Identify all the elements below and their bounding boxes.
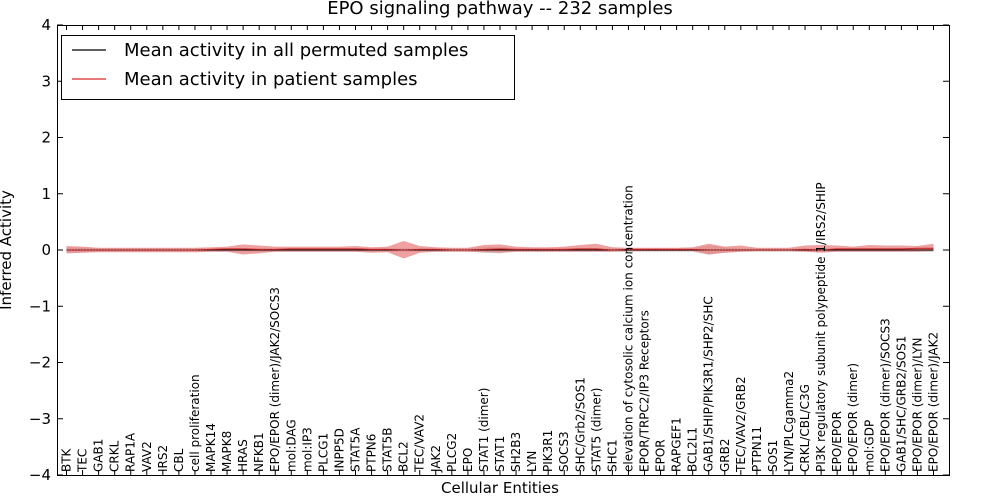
- x-tick-label: PLCG1: [316, 433, 330, 472]
- x-tick-label: EPO/EPOR (dimer)/JAK2: [927, 332, 941, 472]
- x-tick-label: TEC: [76, 449, 90, 473]
- x-tick-label: SOCS3: [557, 431, 571, 472]
- y-tick-label: −3: [29, 410, 51, 428]
- x-tick-label: EPO/EPOR: [830, 411, 844, 472]
- x-tick-label: LYN/PLCgamma2: [782, 371, 796, 472]
- x-tick-label: BTK: [60, 447, 74, 472]
- x-tick-label: RAP1A: [124, 432, 138, 472]
- x-tick-label: RAPGEF1: [670, 417, 684, 472]
- x-tick-label: CBL: [172, 448, 186, 472]
- legend-box: [61, 35, 515, 100]
- x-tick-label: mol:GDP: [862, 420, 876, 472]
- x-tick-label: JAK2: [429, 445, 443, 473]
- x-tick-label: PI3K regulatory subunit polypeptide 1/IR…: [814, 182, 828, 472]
- x-tick-label: LYN: [525, 451, 539, 472]
- x-tick-label: STAT5 (dimer): [589, 388, 603, 472]
- x-tick-label: STAT5B: [381, 428, 395, 473]
- y-axis: 4 3 2 1 0 −1 −2 −3 −4: [29, 16, 949, 484]
- y-axis-label: Inferred Activity: [0, 190, 15, 310]
- x-tick-label: TEC/VAV2: [413, 414, 427, 473]
- x-axis: BTK TEC GAB1 CRKL RAP1A VAV2 IRS2 CBL cell proli…: [60, 25, 941, 475]
- x-tick-label: STAT1 (dimer): [477, 388, 491, 472]
- legend-label-patient: Mean activity in patient samples: [124, 69, 418, 90]
- x-tick-label: EPO/EPOR (dimer)/SOCS3: [878, 318, 892, 472]
- x-tick-label: EPOR/TRPC2/IP3 Receptors: [638, 310, 652, 472]
- x-tick-label: PIK3R1: [541, 430, 555, 472]
- y-tick-label: 0: [41, 241, 51, 259]
- x-tick-label: SHC/Grb2/SOS1: [573, 377, 587, 472]
- x-tick-label: INPP5D: [332, 428, 346, 472]
- x-tick-label: GAB1/SHIP/PIK3R1/SHP2/SHC: [702, 296, 716, 472]
- x-tick-label: mol:IP3: [300, 427, 314, 472]
- line-patient: [66, 247, 934, 251]
- y-tick-label: 1: [41, 185, 51, 203]
- y-tick-label: −1: [29, 297, 51, 315]
- y-tick-label: −4: [29, 466, 51, 484]
- legend-label-permuted: Mean activity in all permuted samples: [124, 40, 468, 61]
- x-tick-label: EPO/EPOR (dimer): [846, 363, 860, 472]
- series-lines: [66, 247, 934, 251]
- x-tick-label: SOS1: [766, 440, 780, 472]
- x-tick-label: HRAS: [236, 439, 250, 472]
- y-tick-label: 3: [41, 72, 51, 90]
- x-tick-label: mol:DAG: [284, 419, 298, 472]
- x-tick-label: GAB1: [92, 439, 106, 472]
- x-tick-label: VAV2: [140, 441, 154, 472]
- chart-title: EPO signaling pathway -- 232 samples: [327, 0, 673, 19]
- x-tick-label: elevation of cytosolic calcium ion conce…: [621, 185, 635, 472]
- x-tick-label: STAT1: [493, 436, 507, 472]
- x-tick-label: MAPK14: [204, 423, 218, 472]
- x-tick-label: STAT5A: [349, 427, 363, 472]
- x-tick-label: CRKL: [108, 440, 122, 472]
- x-axis-label: Cellular Entities: [441, 479, 559, 497]
- x-tick-label: GAB1/SHC/GRB2/SOS1: [894, 336, 908, 472]
- x-tick-label: EPO/EPOR (dimer)/LYN: [910, 338, 924, 472]
- x-tick-label: IRS2: [156, 445, 170, 472]
- x-tick-label: EPOR: [654, 439, 668, 472]
- x-tick-label: PLCG2: [445, 433, 459, 472]
- x-tick-label: EPO: [461, 448, 475, 472]
- x-tick-label: PTPN11: [750, 426, 764, 472]
- y-tick-label: 2: [41, 129, 51, 147]
- x-tick-label: CRKL/CBL/C3G: [798, 384, 812, 472]
- x-tick-label: cell proliferation: [188, 374, 202, 472]
- x-tick-label: SH2B3: [509, 432, 523, 472]
- x-tick-label: PTPN6: [365, 434, 379, 472]
- x-tick-label: NFKB1: [252, 432, 266, 472]
- x-tick-label: BCL2: [397, 441, 411, 472]
- y-tick-label: 4: [41, 16, 51, 34]
- x-tick-label: TEC/VAV2/GRB2: [734, 376, 748, 473]
- legend: Mean activity in all permuted samples Me…: [61, 35, 515, 100]
- x-tick-label: BCL2L1: [686, 427, 700, 472]
- y-tick-label: −2: [29, 354, 51, 372]
- x-tick-label: EPO/EPOR (dimer)/JAK2/SOCS3: [268, 287, 282, 472]
- x-tick-label: SHC1: [605, 439, 619, 472]
- x-tick-label: MAPK8: [220, 431, 234, 472]
- x-tick-label: GRB2: [718, 438, 732, 472]
